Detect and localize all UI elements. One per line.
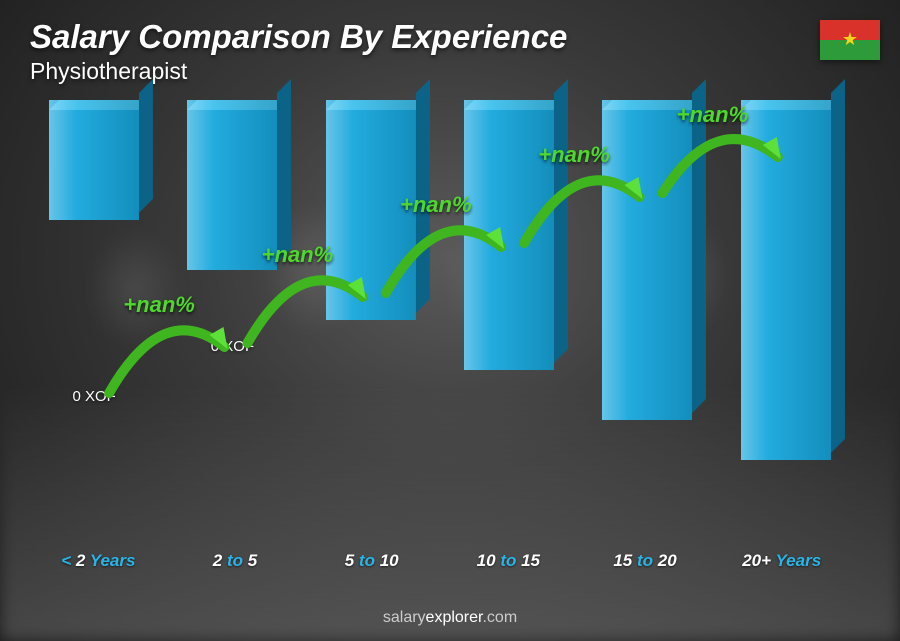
footer-brand: salaryexplorer.com xyxy=(0,609,900,627)
bar-slot: 0 XOF xyxy=(30,100,158,541)
bar xyxy=(464,100,554,370)
x-axis-category-label: 20+ Years xyxy=(713,551,850,571)
flag-star-icon: ★ xyxy=(842,30,858,48)
x-axis-category-label: 2 to 5 xyxy=(167,551,304,571)
bar-side-face xyxy=(831,79,845,453)
bar-front-face xyxy=(49,100,139,220)
bar xyxy=(741,100,831,460)
growth-percent-label: +nan% xyxy=(400,192,472,218)
chart-subtitle: Physiotherapist xyxy=(30,58,810,85)
chart-title: Salary Comparison By Experience xyxy=(30,18,810,56)
bar xyxy=(49,100,139,220)
growth-percent-label: +nan% xyxy=(677,102,749,128)
x-axis-labels: < 2 Years2 to 55 to 1010 to 1515 to 2020… xyxy=(30,551,850,571)
bar-chart: 0 XOF0 XOF0 XOF0 XOF0 XOF0 XOF+nan%+nan%… xyxy=(30,100,850,571)
x-axis-category-label: 15 to 20 xyxy=(577,551,714,571)
bar-front-face xyxy=(741,100,831,460)
x-axis-category-label: 5 to 10 xyxy=(303,551,440,571)
bar-side-face xyxy=(139,79,153,213)
growth-percent-label: +nan% xyxy=(538,142,610,168)
x-axis-category-label: 10 to 15 xyxy=(440,551,577,571)
bar-slot: 0 XOF xyxy=(307,100,435,541)
bar-side-face xyxy=(554,79,568,363)
bar-front-face xyxy=(464,100,554,370)
footer-suffix: .com xyxy=(482,609,517,626)
footer-prefix: salary xyxy=(383,609,426,626)
growth-percent-label: +nan% xyxy=(262,242,334,268)
bars-container: 0 XOF0 XOF0 XOF0 XOF0 XOF0 XOF+nan%+nan%… xyxy=(30,100,850,541)
bar-value-label: 0 XOF xyxy=(211,338,254,355)
bar xyxy=(602,100,692,420)
bar-side-face xyxy=(277,79,291,263)
x-axis-category-label: < 2 Years xyxy=(30,551,167,571)
bar-slot: 0 XOF xyxy=(722,100,850,541)
bar-slot: 0 XOF xyxy=(168,100,296,541)
growth-percent-label: +nan% xyxy=(123,292,195,318)
bar-side-face xyxy=(692,79,706,413)
header: Salary Comparison By Experience Physioth… xyxy=(30,18,810,85)
country-flag-icon: ★ xyxy=(820,20,880,60)
bar-front-face xyxy=(602,100,692,420)
bar-value-label: 0 XOF xyxy=(72,388,115,405)
footer-brand-name: explorer xyxy=(426,609,483,626)
